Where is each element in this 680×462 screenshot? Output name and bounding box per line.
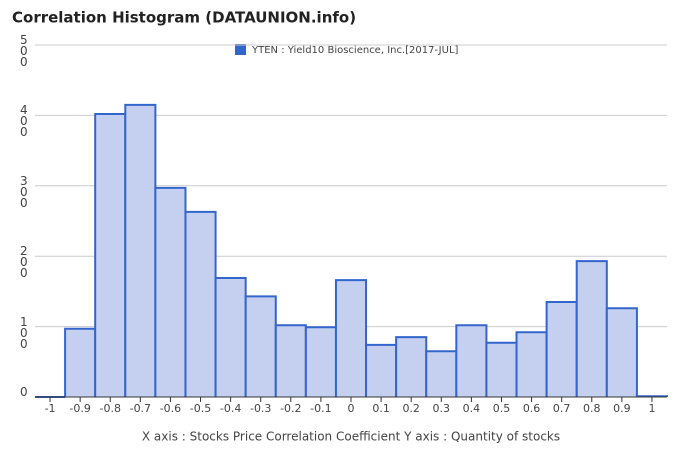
bar	[155, 187, 186, 397]
bar	[335, 280, 367, 397]
bar	[305, 327, 336, 397]
x-tick-label: 0.8	[583, 402, 601, 415]
legend-swatch	[235, 44, 246, 55]
bar	[245, 296, 276, 397]
legend-label: YTEN : Yield10 Bioscience, Inc.[2017-JUL…	[251, 45, 459, 56]
bar	[275, 325, 306, 397]
x-tick-label: 0.1	[372, 402, 390, 415]
bar	[486, 342, 517, 397]
y-tick-label: 500	[20, 33, 28, 69]
x-tick-label: 0.3	[433, 402, 451, 415]
bar	[65, 328, 96, 397]
x-tick-label: -0.7	[130, 402, 151, 415]
y-tick-label: 300	[20, 173, 28, 210]
bar	[366, 344, 397, 397]
x-tick-label: 0.9	[613, 402, 631, 415]
bar	[95, 113, 126, 397]
x-tick-label: -0.3	[250, 402, 271, 415]
y-tick-label: 200	[20, 244, 28, 281]
x-tick-label: -0.4	[220, 402, 241, 415]
x-tick-label: -1	[45, 402, 56, 415]
x-tick-label: 1	[648, 402, 655, 415]
bar	[215, 278, 246, 397]
x-tick-label: -0.9	[69, 402, 90, 415]
x-tick-label: -0.5	[190, 402, 211, 415]
y-tick-label: 0	[20, 385, 28, 399]
y-tick-label: 400	[20, 103, 28, 140]
bar	[546, 301, 577, 397]
x-tick-label: -0.2	[280, 402, 301, 415]
chart-title: Correlation Histogram (DATAUNION.info)	[12, 9, 356, 27]
x-tick-label: 0.5	[493, 402, 511, 415]
bar	[396, 337, 427, 397]
x-tick-label: -0.1	[310, 402, 331, 415]
bar-outline	[605, 307, 638, 397]
bar-outline	[334, 279, 368, 397]
x-axis-label: X axis : Stocks Price Correlation Coeffi…	[142, 430, 560, 444]
x-tick-label: -0.8	[100, 402, 121, 415]
bar	[185, 211, 216, 397]
x-tick-label: 0.2	[402, 402, 420, 415]
bar	[516, 332, 547, 397]
bar	[456, 325, 487, 397]
bar	[125, 104, 156, 397]
x-tick-label: 0.7	[553, 402, 571, 415]
bar	[606, 308, 637, 397]
x-tick-label: 0	[348, 402, 355, 415]
bar	[576, 261, 607, 397]
x-tick-label: 0.6	[523, 402, 541, 415]
y-tick-label: 100	[20, 314, 28, 351]
x-tick-label: 0.4	[463, 402, 481, 415]
bar	[426, 351, 457, 397]
x-tick-label: -0.6	[160, 402, 181, 415]
